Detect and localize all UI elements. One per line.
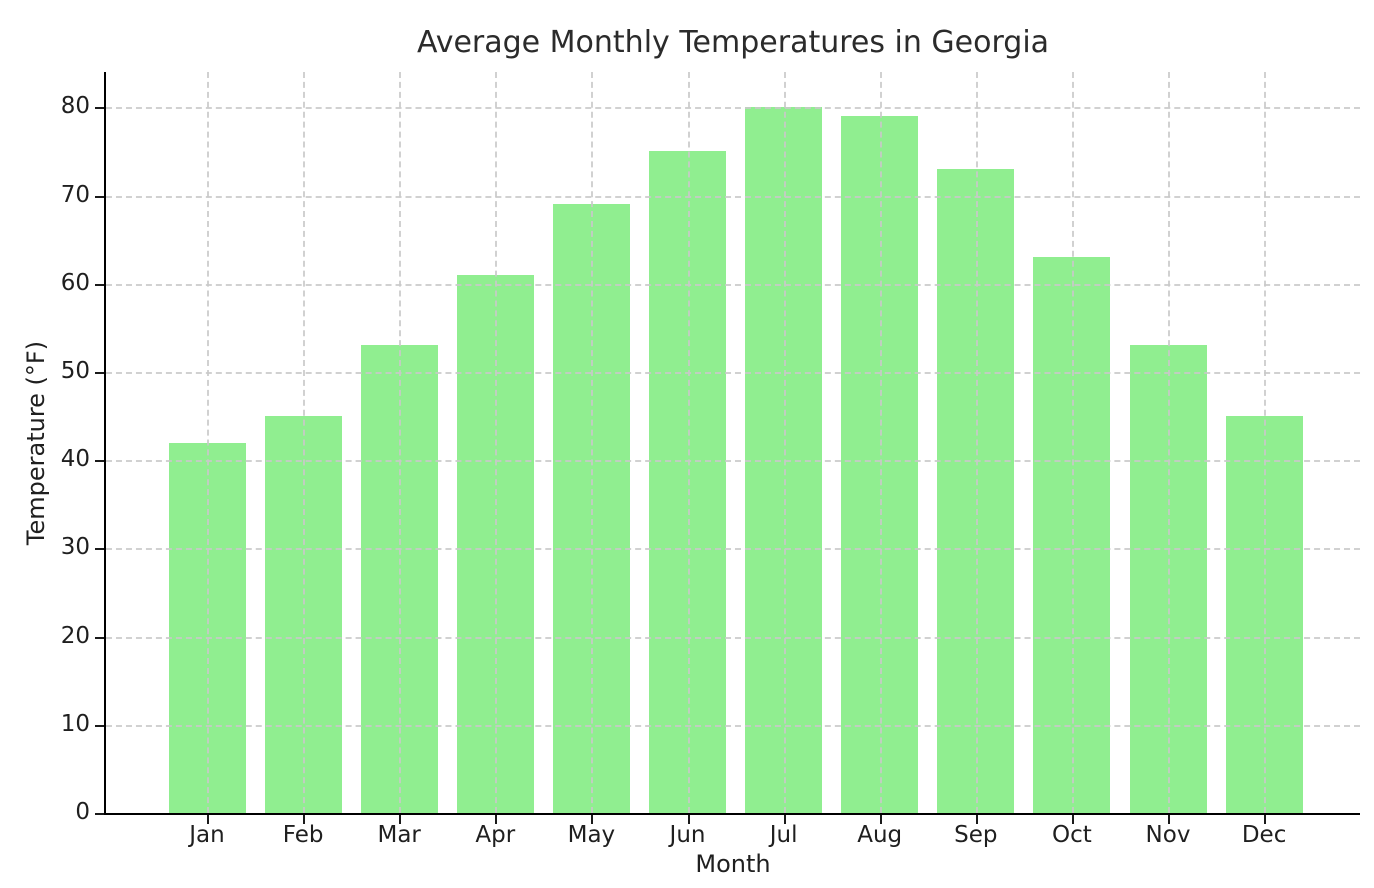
- x-axis-label: Month: [695, 850, 771, 878]
- x-tick-mark: [207, 815, 209, 824]
- y-tick-label: 20: [60, 622, 90, 649]
- y-tick-label: 40: [60, 446, 90, 473]
- v-gridline: [1071, 72, 1074, 813]
- x-tick-label: Oct: [1052, 822, 1092, 848]
- x-tick-label: Jan: [189, 822, 225, 848]
- h-gridline: [106, 195, 1360, 198]
- x-tick-label: Aug: [857, 822, 903, 848]
- x-tick-mark: [879, 815, 882, 824]
- y-tick-label: 60: [60, 269, 90, 296]
- y-axis-spine: [104, 72, 106, 815]
- x-tick-mark: [399, 815, 402, 824]
- v-gridline: [879, 72, 882, 813]
- y-tick-mark: [95, 107, 104, 110]
- x-tick-label: Mar: [377, 822, 421, 848]
- y-tick-label: 10: [60, 710, 90, 737]
- x-tick-mark: [1071, 815, 1074, 824]
- v-gridline: [1168, 72, 1170, 813]
- y-axis-label-text: Temperature (°F): [22, 340, 50, 545]
- x-tick-label: Jul: [769, 822, 798, 848]
- v-gridline: [1264, 72, 1267, 813]
- y-tick-mark: [95, 813, 104, 815]
- y-tick-mark: [95, 371, 104, 374]
- plot-area: Jan Feb Mar Apr May Jun Jul Aug Sep Oct Nov Dec 0 10 2…: [61, 72, 1360, 848]
- v-gridline: [687, 72, 690, 813]
- y-tick-label: 80: [60, 93, 90, 120]
- y-tick-label: 30: [60, 534, 90, 561]
- h-gridline: [106, 107, 1360, 110]
- x-tick-label: May: [567, 822, 616, 848]
- x-tick-label: Sep: [954, 822, 998, 848]
- y-tick-mark: [95, 548, 104, 551]
- v-gridline: [591, 72, 594, 813]
- x-tick-mark: [495, 815, 498, 824]
- h-gridline: [106, 548, 1360, 551]
- x-tick-mark: [1264, 815, 1267, 824]
- y-tick-label: 70: [60, 181, 90, 208]
- x-tick-mark: [591, 815, 594, 824]
- y-tick-mark: [95, 724, 104, 727]
- h-gridline: [106, 371, 1360, 374]
- x-tick-mark: [303, 815, 306, 824]
- y-tick-label: 50: [60, 357, 90, 384]
- h-gridline: [106, 460, 1360, 463]
- x-tick-label: Jun: [669, 822, 706, 848]
- v-gridline: [975, 72, 978, 813]
- v-gridline: [495, 72, 498, 813]
- h-gridline: [106, 724, 1360, 727]
- v-gridline: [207, 72, 209, 813]
- v-gridline: [303, 72, 306, 813]
- v-gridline: [783, 72, 786, 813]
- y-tick-mark: [95, 283, 104, 286]
- y-tick-mark: [95, 636, 104, 639]
- x-tick-mark: [1168, 815, 1170, 824]
- x-tick-label: Apr: [475, 822, 516, 848]
- y-tick-mark: [95, 460, 104, 463]
- x-tick-label: Nov: [1145, 822, 1191, 848]
- h-gridline: [106, 283, 1360, 286]
- x-tick-mark: [783, 815, 786, 824]
- x-axis-spine: [104, 813, 1360, 815]
- chart-title: Average Monthly Temperatures in Georgia: [416, 25, 1050, 60]
- y-tick-label: 0: [75, 798, 90, 825]
- x-tick-mark: [687, 815, 690, 824]
- h-gridline: [106, 636, 1360, 639]
- x-tick-mark: [975, 815, 978, 824]
- x-tick-label: Feb: [282, 822, 324, 848]
- x-tick-label: Dec: [1241, 822, 1287, 848]
- v-gridline: [399, 72, 402, 813]
- y-axis-label: Temperature (°F): [12, 72, 60, 813]
- y-tick-mark: [95, 195, 104, 198]
